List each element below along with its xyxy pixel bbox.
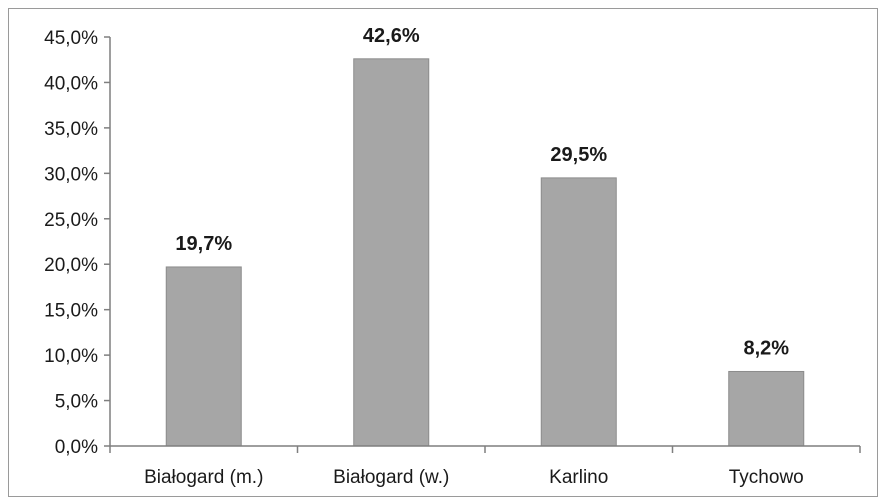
y-tick-label: 45,0% — [44, 28, 98, 49]
y-tick-label: 30,0% — [44, 164, 98, 185]
category-label: Karlino — [549, 467, 608, 488]
y-tick-label: 5,0% — [55, 392, 98, 413]
x-axis-ticks — [109, 446, 861, 453]
bars — [165, 58, 805, 447]
y-tick-label: 10,0% — [44, 346, 98, 367]
data-label: 19,7% — [175, 233, 232, 255]
category-labels: Białogard (m.) Białogard (w.) Karlino Tycho… — [144, 467, 804, 488]
data-labels: 19,7% 42,6% 29,5% 8,2% — [175, 25, 789, 360]
bar — [728, 370, 805, 447]
bar — [165, 266, 242, 447]
category-label: Białogard (w.) — [333, 467, 449, 488]
y-tick-label: 35,0% — [44, 119, 98, 140]
category-label: Białogard (m.) — [144, 467, 263, 488]
y-tick-label: 25,0% — [44, 210, 98, 231]
category-label: Tychowo — [729, 467, 804, 488]
y-tick-label: 20,0% — [44, 255, 98, 276]
y-axis-ticks: 0,0% 5,0% 10,0% 15,0% 20,0% 25,0% 30,0% 35,0% 40… — [44, 28, 110, 458]
y-tick-label: 40,0% — [44, 73, 98, 94]
data-label: 8,2% — [743, 337, 789, 359]
bar — [353, 58, 430, 447]
y-tick-label: 15,0% — [44, 301, 98, 322]
data-label: 29,5% — [550, 144, 607, 166]
data-label: 42,6% — [363, 25, 420, 47]
bar — [540, 177, 617, 447]
y-tick-label: 0,0% — [55, 437, 98, 458]
